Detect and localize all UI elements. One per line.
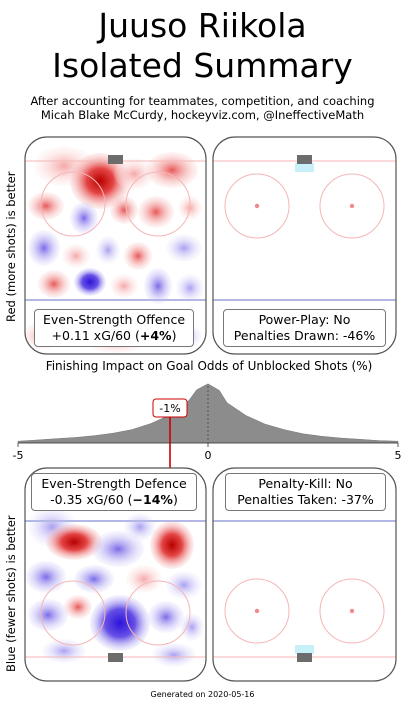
x-ticks: -5 0 5	[13, 443, 402, 462]
power-play-line-1: Power-Play: No	[258, 312, 351, 327]
y-label-bottom: Blue (fewer shots) is better	[4, 515, 18, 672]
footer-text: Generated on 2020-05-16	[150, 690, 255, 699]
ev-offence-close: )	[171, 328, 177, 343]
chart-title: Finishing Impact on Goal Odds of Unblock…	[46, 359, 373, 373]
finishing-impact-chart: Finishing Impact on Goal Odds of Unblock…	[13, 359, 402, 470]
penalties-drawn-line: Penalties Drawn: -46%	[233, 328, 376, 343]
subtitle-line-1: After accounting for teammates, competit…	[30, 94, 375, 108]
ev-defence-title: Even-Strength Defence	[41, 476, 187, 491]
penalty-kill-box: Penalty-Kill: No Penalties Taken: -37%	[225, 473, 386, 511]
title-line-2: Isolated Summary	[52, 46, 353, 85]
power-play-box: Power-Play: No Penalties Drawn: -46%	[223, 309, 386, 347]
ev-defence-box: Even-Strength Defence -0.35 xG/60 (−14%)	[31, 473, 197, 511]
marker-label: -1%	[152, 398, 188, 418]
marker-label-text: -1%	[159, 402, 180, 415]
density-area	[17, 383, 399, 444]
penalties-taken-line: Penalties Taken: -37%	[237, 492, 374, 507]
y-label-top: Red (more shots) is better	[4, 171, 18, 322]
x-tick-label: -5	[13, 449, 24, 462]
ev-defence-value: -0.35 xG/60 (	[50, 492, 133, 507]
x-tick-label: 5	[395, 449, 402, 462]
ev-offence-box: Even-Strength Offence +0.11 xG/60 (+4%)	[34, 309, 194, 347]
ev-defence-value-line: -0.35 xG/60 (−14%)	[32, 492, 196, 508]
title-line-1: Juuso Riikola	[98, 6, 307, 45]
ev-defence-close: )	[172, 492, 178, 507]
penalty-kill-line-1: Penalty-Kill: No	[258, 476, 353, 491]
ev-offence-value: +0.11 xG/60 (	[51, 328, 140, 343]
ev-offence-pct: +4%	[139, 328, 172, 343]
ev-offence-title: Even-Strength Offence	[42, 312, 186, 327]
subtitle-line-2: Micah Blake McCurdy, hockeyviz.com, @Ine…	[40, 108, 365, 122]
ev-offence-value-line: +0.11 xG/60 (+4%)	[35, 328, 193, 344]
x-tick-label: 0	[205, 449, 212, 462]
ev-defence-pct: −14%	[132, 492, 173, 507]
